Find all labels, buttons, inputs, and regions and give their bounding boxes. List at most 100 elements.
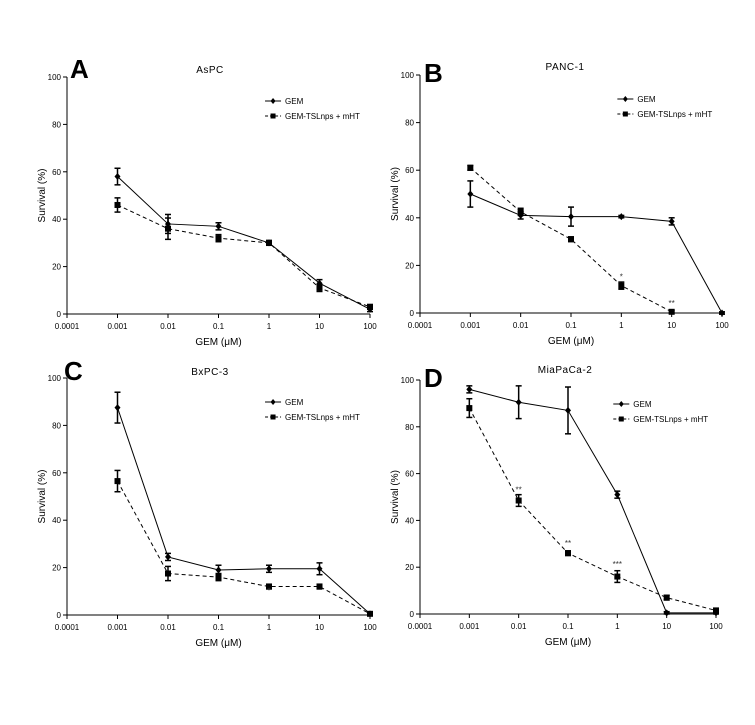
data-point [568, 213, 574, 221]
x-axis-label: GEM (μM) [195, 337, 241, 348]
x-tick-label: 0.001 [459, 622, 480, 631]
data-point [614, 491, 621, 499]
y-axis-label: Survival (%) [37, 470, 48, 524]
y-axis-label: Survival (%) [390, 167, 401, 221]
legend-marker [622, 111, 628, 117]
data-point [565, 406, 571, 414]
x-tick-label: 10 [662, 622, 671, 631]
x-tick-label: 0.001 [107, 623, 128, 632]
series-gem-tslnps-mht [114, 197, 373, 311]
panel-b: B PANC-1 0 20 40 60 80 100 0.0001 0.001 0.01 0.1 1 10… [390, 58, 729, 347]
x-tick-label: 1 [267, 623, 272, 632]
legend-label: GEM [633, 400, 652, 409]
legend-label: GEM-TSLnps + mHT [285, 413, 360, 422]
data-point [215, 566, 222, 574]
legend-marker [270, 98, 276, 104]
y-tick-label: 100 [401, 71, 415, 80]
significance-marker: * [267, 587, 270, 596]
y-tick-label: 0 [57, 310, 62, 319]
legend-label: GEM [285, 97, 304, 106]
data-point [114, 201, 121, 208]
data-point [663, 594, 670, 601]
significance-marker: ** [516, 485, 522, 494]
legend-marker [618, 416, 624, 422]
legend-label: GEM [285, 398, 304, 407]
data-point [215, 235, 222, 242]
x-tick-label: 10 [315, 322, 324, 331]
data-point [663, 609, 670, 617]
data-point [614, 573, 621, 580]
x-tick-label: 100 [363, 322, 377, 331]
y-tick-label: 20 [405, 563, 414, 572]
x-tick-label: 0.0001 [55, 623, 80, 632]
y-tick-label: 20 [405, 261, 414, 270]
legend-item: GEM-TSLnps + mHT [617, 110, 712, 119]
significance-marker: ** [669, 299, 675, 308]
legend-item: GEM [265, 398, 304, 407]
data-point [165, 570, 171, 577]
data-point [266, 583, 272, 590]
significance-marker: *** [613, 560, 622, 569]
panel-letter: B [424, 58, 443, 88]
legend-item: GEM-TSLnps + mHT [265, 413, 360, 422]
data-point [517, 208, 524, 215]
data-point [568, 236, 574, 243]
y-axis-label: Survival (%) [37, 169, 48, 223]
x-tick-label: 1 [619, 321, 624, 330]
legend-marker [618, 401, 624, 407]
series-line [470, 167, 672, 313]
panel-letter: D [424, 363, 443, 393]
chart-title: MiaPaCa-2 [538, 365, 593, 376]
data-point [165, 225, 171, 232]
x-tick-label: 1 [267, 322, 272, 331]
legend-label: GEM [637, 95, 656, 104]
y-tick-label: 20 [52, 564, 61, 573]
data-point [466, 385, 473, 393]
series-gem-tslnps-mht [114, 469, 373, 617]
y-tick-label: 60 [405, 166, 414, 175]
y-tick-label: 60 [52, 469, 61, 478]
series-line [117, 176, 371, 310]
x-tick-label: 0.1 [213, 322, 225, 331]
y-tick-label: 40 [405, 214, 414, 223]
data-point [266, 239, 272, 246]
y-tick-label: 0 [410, 610, 415, 619]
data-point [618, 213, 625, 221]
significance-marker: ** [565, 539, 571, 548]
x-tick-label: 1 [615, 622, 620, 631]
data-point [114, 478, 121, 485]
chart-title: BxPC-3 [191, 367, 228, 378]
data-point [316, 284, 323, 291]
y-tick-label: 100 [48, 73, 62, 82]
y-tick-label: 80 [405, 423, 414, 432]
x-tick-label: 0.0001 [55, 322, 80, 331]
y-tick-label: 100 [48, 374, 62, 383]
legend-item: GEM-TSLnps + mHT [265, 112, 360, 121]
data-point [215, 574, 222, 581]
y-tick-label: 80 [52, 120, 61, 129]
legend-label: GEM-TSLnps + mHT [633, 415, 708, 424]
chart-title: AsPC [196, 65, 224, 76]
y-tick-label: 40 [52, 516, 61, 525]
data-point [719, 309, 725, 317]
data-point [316, 583, 323, 590]
data-point [668, 308, 675, 315]
data-point [515, 398, 522, 406]
legend-item: GEM-TSLnps + mHT [613, 415, 708, 424]
data-point [114, 404, 121, 412]
chart-title: PANC-1 [546, 62, 585, 73]
panel-letter: A [70, 54, 89, 84]
x-tick-label: 0.01 [511, 622, 527, 631]
legend-marker [270, 414, 276, 420]
data-point [367, 303, 373, 310]
legend-label: GEM-TSLnps + mHT [285, 112, 360, 121]
data-point [316, 565, 323, 573]
data-point [165, 553, 171, 561]
legend-item: GEM [613, 400, 652, 409]
legend-item: GEM [617, 95, 656, 104]
y-tick-label: 80 [52, 421, 61, 430]
y-tick-label: 100 [401, 376, 415, 385]
series-line [468, 407, 717, 611]
